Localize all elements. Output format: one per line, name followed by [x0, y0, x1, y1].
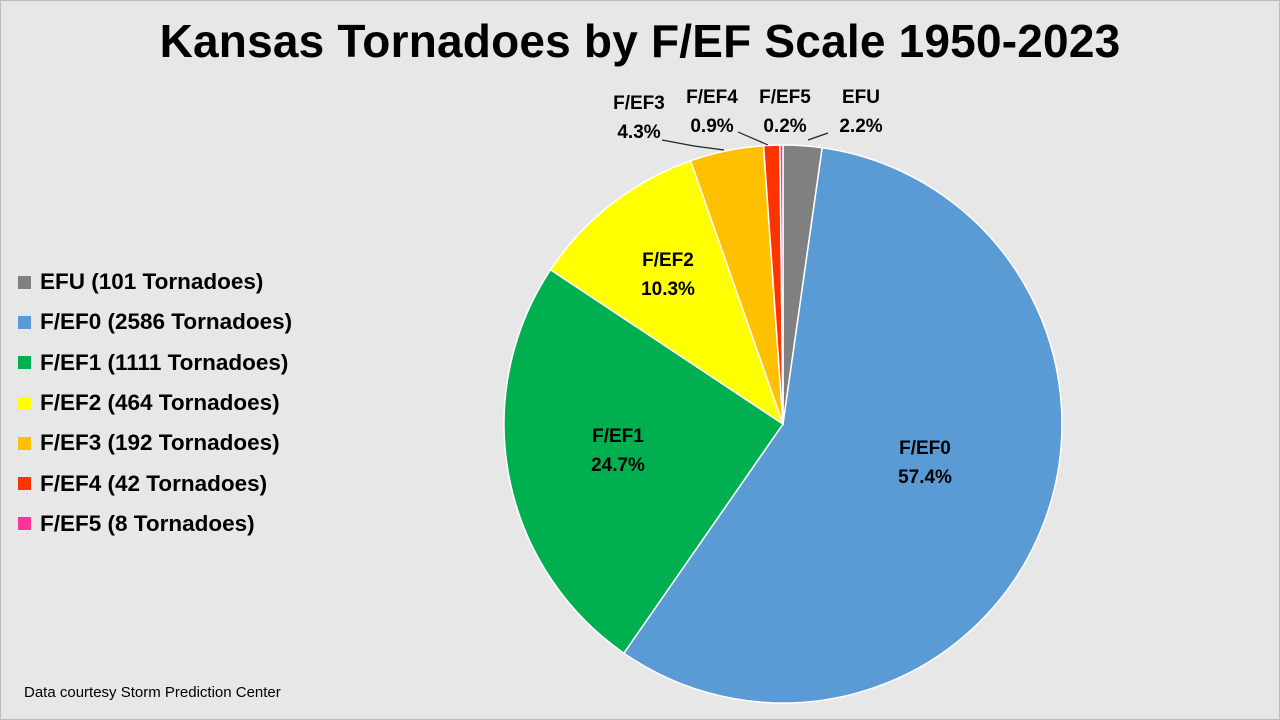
legend-label-f-ef5: F/EF5 (8 Tornadoes) [40, 510, 255, 536]
legend-item-efu: EFU (101 Tornadoes) [18, 262, 292, 302]
slice-category-f-ef5: F/EF5 [759, 87, 811, 108]
leader-line-f-ef4 [737, 131, 769, 146]
slice-percent-f-ef4: 0.9% [690, 116, 733, 137]
legend-label-f-ef1: F/EF1 (1111 Tornadoes) [40, 349, 289, 375]
legend-swatch-efu [18, 275, 31, 289]
slice-label-f-ef3: F/EF3 4.3% [613, 93, 665, 143]
legend-label-efu: EFU (101 Tornadoes) [40, 269, 264, 295]
chart-title: Kansas Tornadoes by F/EF Scale 1950-2023 [159, 15, 1121, 67]
legend-item-f-ef5: F/EF5 (8 Tornadoes) [18, 504, 292, 544]
slice-category-f-ef0: F/EF0 [899, 438, 951, 459]
legend-item-f-ef0: F/EF0 (2586 Tornadoes) [18, 302, 292, 342]
slice-category-f-ef2: F/EF2 [642, 250, 694, 271]
data-credit: Data courtesy Storm Prediction Center [24, 684, 281, 701]
slice-label-f-ef4: F/EF4 0.9% [686, 87, 738, 137]
legend-label-f-ef4: F/EF4 (42 Tornadoes) [40, 470, 268, 496]
slice-percent-f-ef1: 24.7% [591, 455, 645, 476]
legend-swatch-f-ef4 [18, 477, 31, 491]
legend-label-f-ef3: F/EF3 (192 Tornadoes) [40, 430, 280, 456]
legend-item-f-ef3: F/EF3 (192 Tornadoes) [18, 423, 292, 463]
slice-category-f-ef1: F/EF1 [592, 426, 644, 447]
legend-label-f-ef0: F/EF0 (2586 Tornadoes) [40, 309, 293, 335]
legend-label-f-ef2: F/EF2 (464 Tornadoes) [40, 390, 280, 416]
pie-slice-f-ef2 [549, 159, 785, 426]
pie-slice-f-ef1 [503, 268, 785, 655]
slice-category-efu: EFU [842, 87, 880, 108]
slice-category-f-ef3: F/EF3 [613, 93, 665, 114]
legend-swatch-f-ef2 [18, 396, 31, 410]
pie-slice-f-ef5 [779, 144, 784, 425]
slice-percent-f-ef2: 10.3% [641, 279, 695, 300]
slice-label-f-ef5: F/EF5 0.2% [759, 87, 811, 137]
legend-item-f-ef2: F/EF2 (464 Tornadoes) [18, 383, 292, 423]
slice-percent-efu: 2.2% [839, 116, 882, 137]
slice-percent-f-ef5: 0.2% [763, 116, 806, 137]
pie-slice-f-ef0 [622, 146, 1063, 704]
legend-swatch-f-ef5 [18, 517, 31, 531]
slice-label-efu: EFU 2.2% [839, 87, 882, 137]
legend-swatch-f-ef3 [18, 436, 31, 450]
leader-line-f-ef3 [661, 139, 725, 151]
legend-swatch-f-ef1 [18, 356, 31, 370]
legend: EFU (101 Tornadoes) F/EF0 (2586 Tornadoes… [18, 262, 292, 544]
slice-percent-f-ef3: 4.3% [617, 122, 660, 143]
slice-percent-f-ef0: 57.4% [898, 467, 952, 488]
slice-label-f-ef0: F/EF0 57.4% [898, 438, 952, 488]
slice-label-f-ef2: F/EF2 10.3% [641, 250, 695, 300]
legend-swatch-f-ef0 [18, 315, 31, 329]
legend-item-f-ef1: F/EF1 (1111 Tornadoes) [18, 343, 292, 383]
slice-category-f-ef4: F/EF4 [686, 87, 738, 108]
slice-label-f-ef1: F/EF1 24.7% [591, 426, 645, 476]
leader-line-efu [807, 132, 829, 141]
legend-item-f-ef4: F/EF4 (42 Tornadoes) [18, 463, 292, 503]
